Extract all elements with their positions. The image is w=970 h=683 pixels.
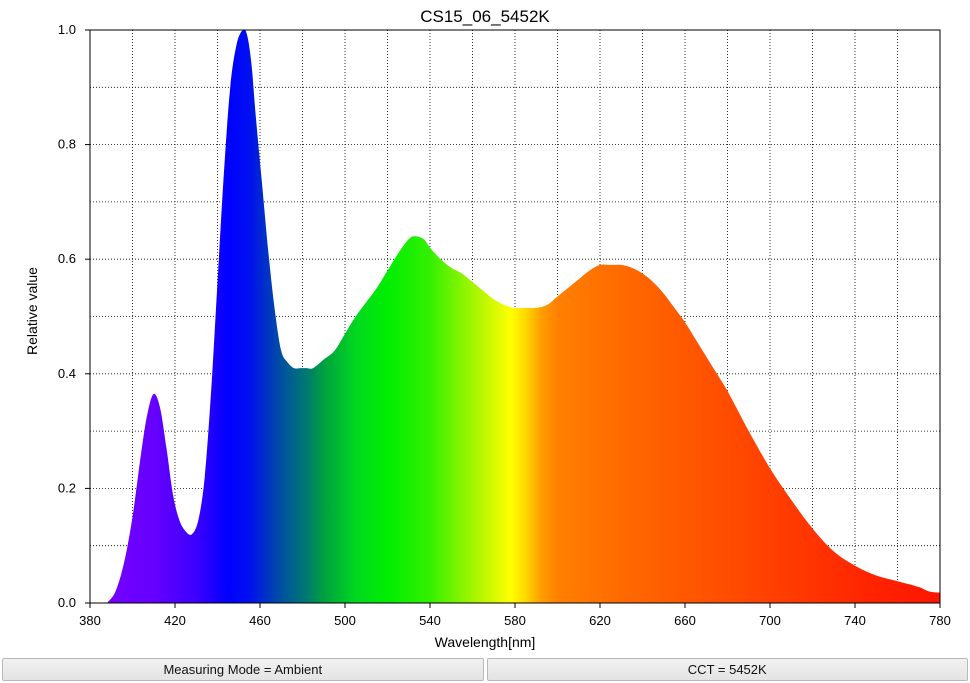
y-tick-label: 0.8: [58, 137, 76, 152]
status-bar: Measuring Mode = Ambient CCT = 5452K: [0, 658, 970, 683]
y-tick-label: 0.0: [58, 595, 76, 610]
cct-field: CCT = 5452K: [486, 658, 968, 681]
y-tick-label: 0.6: [58, 251, 76, 266]
x-tick-label: 540: [419, 613, 441, 628]
x-tick-label: 580: [504, 613, 526, 628]
x-tick-label: 460: [249, 613, 271, 628]
y-tick-label: 0.2: [58, 480, 76, 495]
x-tick-label: 420: [164, 613, 186, 628]
x-tick-label: 700: [759, 613, 781, 628]
y-axis-title: Relative value: [24, 267, 40, 355]
y-tick-label: 1.0: [58, 22, 76, 37]
y-axis: 0.0 0.2 0.4 0.6 0.8 1.0: [58, 22, 90, 610]
x-tick-label: 500: [334, 613, 356, 628]
measuring-mode-field: Measuring Mode = Ambient: [2, 658, 484, 681]
x-axis: 380 420 460 500 540 580 620 660 700 740 780: [79, 603, 951, 628]
x-tick-label: 660: [674, 613, 696, 628]
spectrum-area: [107, 30, 940, 603]
x-tick-label: 740: [844, 613, 866, 628]
x-axis-title: Wavelength[nm]: [435, 634, 536, 650]
x-tick-label: 620: [589, 613, 611, 628]
y-tick-label: 0.4: [58, 366, 76, 381]
chart-title: CS15_06_5452K: [420, 7, 550, 26]
spectrum-chart: CS15_06_5452K 380 420 460 500 540 580 620 660 70…: [24, 7, 951, 650]
x-tick-label: 380: [79, 613, 101, 628]
x-tick-label: 780: [929, 613, 951, 628]
